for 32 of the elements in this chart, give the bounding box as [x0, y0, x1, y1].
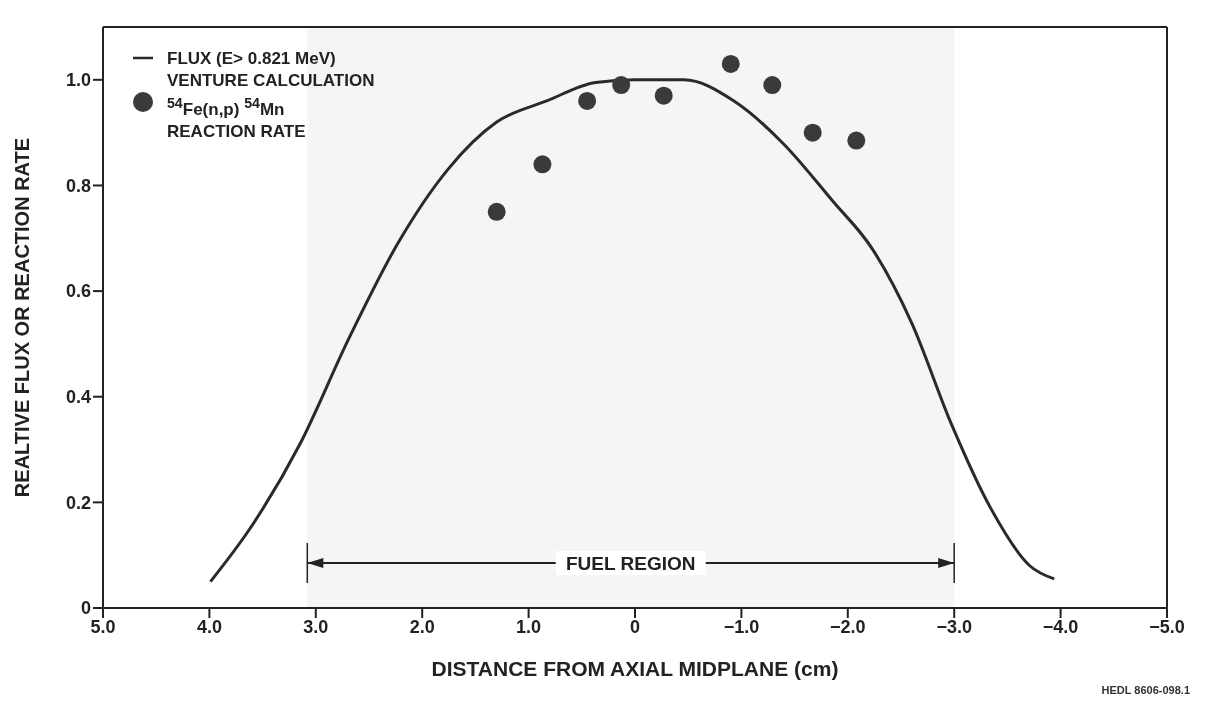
y-tick-label: 0.6	[65, 281, 91, 302]
legend-label: FLUX (E> 0.821 MeV) VENTURE CALCULATION	[167, 48, 375, 92]
point	[578, 91, 597, 110]
y-axis-title: REALTIVE FLUX OR REACTION RATE	[11, 137, 34, 498]
x-tick-label: −1.0	[723, 616, 760, 637]
band-label: FUEL REGION	[565, 553, 696, 574]
x-tick-label: 5.0	[90, 616, 116, 637]
x-tick-label: −5.0	[1149, 616, 1185, 637]
y-tick-label: 1.0	[65, 70, 91, 91]
y-tick-label: 0.2	[65, 492, 91, 513]
x-tick-label: 1.0	[516, 616, 542, 637]
point	[533, 155, 552, 174]
y-tick-label: 0	[80, 598, 91, 619]
x-tick-label: −2.0	[830, 616, 866, 637]
x-axis-title: DISTANCE FROM AXIAL MIDPLANE (cm)	[431, 657, 839, 680]
point	[487, 202, 506, 221]
y-tick-label: 0.4	[65, 387, 91, 408]
point	[721, 54, 740, 73]
legend-label: $^{54}$Fe(n,p) $^{54}$Mn REACTION RATE	[167, 94, 306, 143]
x-tick-label: 4.0	[196, 616, 222, 637]
point	[612, 76, 631, 95]
x-tick-label: 3.0	[303, 616, 329, 637]
point	[654, 86, 673, 105]
point	[803, 123, 822, 142]
point	[763, 76, 782, 95]
y-tick-label: 0.8	[65, 175, 91, 196]
point	[847, 131, 866, 150]
x-tick-label: −4.0	[1042, 616, 1079, 637]
x-tick-label: 2.0	[409, 616, 435, 637]
x-tick-label: 0	[629, 616, 641, 637]
text: HEDL 8606-098.1	[1101, 684, 1190, 696]
x-tick-label: −3.0	[936, 616, 972, 637]
